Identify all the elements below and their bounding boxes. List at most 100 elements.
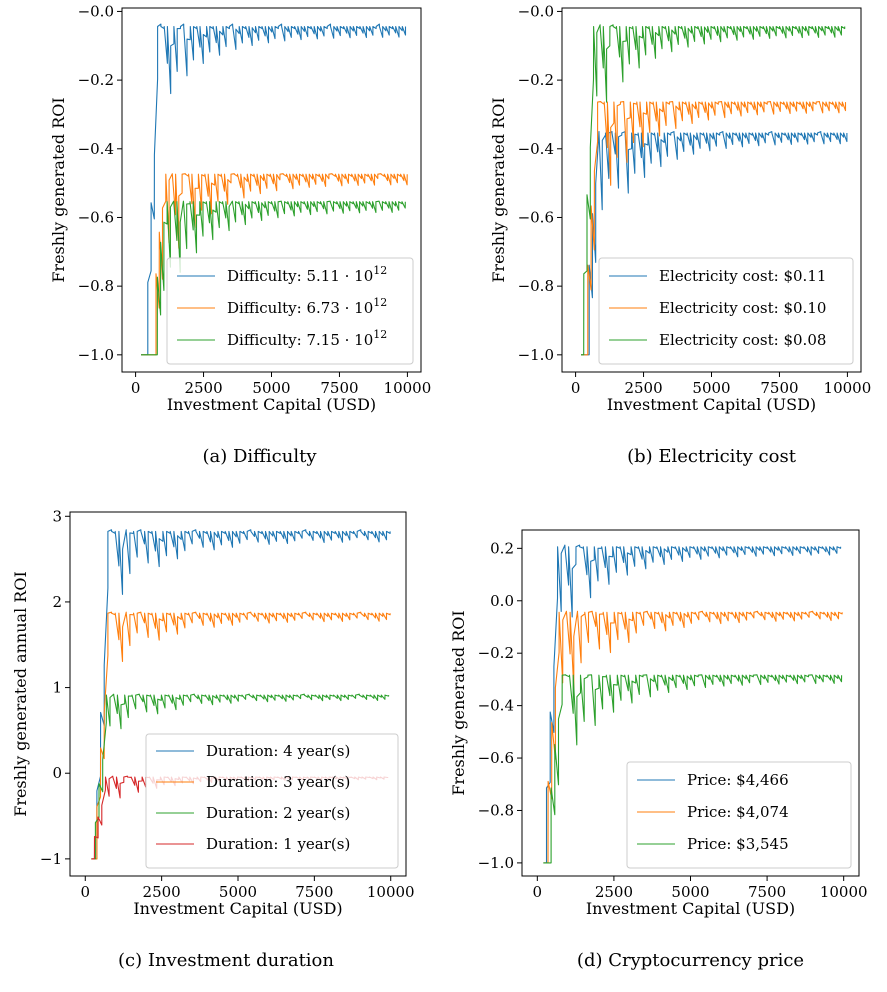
y-axis-label: Freshly generated annual ROI — [11, 571, 30, 817]
series-line-3 — [581, 24, 846, 356]
series-line-3 — [543, 674, 843, 864]
x-axis-label: Investment Capital (USD) — [167, 395, 376, 414]
x-tick-label: 7500 — [760, 379, 798, 397]
subfigure-caption: (a) Difficulty — [202, 446, 317, 467]
y-tick-label: −0.4 — [78, 140, 114, 158]
x-tick-label: 2500 — [143, 883, 181, 901]
legend-label-text: Difficulty: 5.11 · 10 — [227, 267, 373, 285]
legend-label-exponent: 12 — [373, 264, 387, 277]
x-axis-label: Investment Capital (USD) — [133, 899, 342, 918]
legend-label-1: Electricity cost: $0.11 — [659, 267, 826, 285]
series-line-1 — [91, 529, 391, 860]
x-tick-label: 2500 — [624, 379, 662, 397]
legend-label-text: Price: $4,466 — [687, 771, 789, 789]
series-group — [581, 24, 848, 356]
y-tick-label: 0 — [52, 764, 62, 782]
x-tick-label: 0 — [533, 883, 543, 901]
legend-label-text: Electricity cost: $0.10 — [659, 299, 826, 317]
y-tick-label: −1.0 — [78, 346, 114, 364]
legend-box — [626, 761, 852, 869]
y-tick-label: −0.2 — [478, 644, 514, 662]
y-tick-label: 1 — [52, 679, 62, 697]
chart-panel-2: 0 2500 5000 7500 10000 −1.0 −0.8 −0.6 −0.4 −0.2 −0… — [489, 2, 871, 467]
series-line-3 — [91, 693, 390, 860]
legend-label-text: Difficulty: 6.73 · 10 — [227, 299, 373, 317]
legend-label-text: Duration: 1 year(s) — [206, 835, 350, 853]
x-tick-label: 2500 — [184, 379, 222, 397]
y-tick-label: 3 — [52, 507, 62, 525]
y-axis-label: Freshly generated ROI — [449, 610, 468, 795]
legend-label-text: Duration: 2 year(s) — [206, 804, 350, 822]
legend: Duration: 4 year(s) Duration: 3 year(s) Du… — [145, 733, 399, 869]
chart-panel-3: 0 2500 5000 7500 10000 −1 0 1 2 3 Investment Capit… — [11, 507, 415, 971]
y-tick-label: −0.0 — [518, 2, 554, 20]
legend-label-1: Difficulty: 5.11 · 1012 — [227, 264, 387, 285]
legend: Electricity cost: $0.11 Electricity cost:… — [598, 257, 854, 365]
y-tick-label: −0.2 — [518, 71, 554, 89]
series-line-2 — [91, 611, 391, 860]
x-tick-label: 5000 — [252, 379, 290, 397]
legend-label-2: Difficulty: 6.73 · 1012 — [227, 296, 387, 317]
series-line-3 — [141, 200, 406, 356]
legend-label-text: Duration: 4 year(s) — [206, 742, 350, 760]
x-tick-label: 0 — [80, 883, 90, 901]
legend-label-3: Duration: 2 year(s) — [206, 804, 350, 822]
y-tick-label: 2 — [52, 593, 62, 611]
legend-label-text: Electricity cost: $0.11 — [659, 267, 826, 285]
legend-box — [145, 733, 399, 869]
series-line-1 — [581, 131, 848, 356]
x-tick-label: 0 — [131, 379, 141, 397]
legend-label-3: Difficulty: 7.15 · 1012 — [227, 328, 387, 349]
subfigure-caption: (d) Cryptocurrency price — [577, 950, 804, 971]
subfigure-caption: (b) Electricity cost — [627, 446, 797, 467]
x-axis-label: Investment Capital (USD) — [586, 899, 795, 918]
series-line-2 — [141, 173, 408, 356]
y-axis-label: Freshly generated ROI — [489, 97, 508, 282]
series-line-2 — [581, 101, 847, 356]
x-tick-label: 5000 — [219, 883, 257, 901]
legend: Price: $4,466 Price: $4,074 Price: $3,545 — [626, 761, 852, 869]
y-tick-label: −0.4 — [518, 140, 554, 158]
y-tick-label: −0.6 — [518, 208, 554, 226]
x-tick-label: 0 — [571, 379, 581, 397]
y-tick-label: −0.8 — [78, 277, 114, 295]
series-group — [141, 23, 408, 356]
legend-label-exponent: 12 — [373, 296, 387, 309]
x-axis-label: Investment Capital (USD) — [607, 395, 816, 414]
chart-panel-4: 0 2500 5000 7500 10000 −1.0 −0.8 −0.6 −0.4 −0.2 0.… — [449, 529, 868, 971]
legend-label-text: Price: $3,545 — [687, 835, 789, 853]
y-tick-label: −0.4 — [478, 697, 514, 715]
y-tick-label: −0.2 — [78, 71, 114, 89]
series-group — [543, 544, 843, 864]
x-tick-label: 7500 — [748, 883, 786, 901]
y-tick-label: −0.6 — [78, 208, 114, 226]
legend-box — [598, 257, 854, 365]
y-axis-label: Freshly generated ROI — [49, 97, 68, 282]
legend-label-4: Duration: 1 year(s) — [206, 835, 350, 853]
legend-label-2: Duration: 3 year(s) — [206, 773, 350, 791]
y-tick-label: −0.8 — [518, 277, 554, 295]
legend-label-1: Price: $4,466 — [687, 771, 789, 789]
x-tick-label: 7500 — [320, 379, 358, 397]
series-line-2 — [543, 610, 843, 864]
x-tick-label: 2500 — [595, 883, 633, 901]
x-tick-label: 7500 — [295, 883, 333, 901]
x-tick-label: 10000 — [824, 379, 872, 397]
y-tick-label: 0.0 — [490, 592, 514, 610]
y-tick-label: 0.2 — [490, 539, 514, 557]
subfigure-caption: (c) Investment duration — [118, 950, 334, 971]
chart-panel-1: 0 2500 5000 7500 10000 −1.0 −0.8 −0.6 −0.4 −0.2 −0… — [49, 2, 431, 467]
legend-label-3: Electricity cost: $0.08 — [659, 331, 826, 349]
series-line-1 — [141, 23, 407, 356]
x-tick-label: 5000 — [671, 883, 709, 901]
legend-label-2: Price: $4,074 — [687, 803, 789, 821]
legend-label-text: Difficulty: 7.15 · 10 — [227, 331, 373, 349]
x-tick-label: 5000 — [692, 379, 730, 397]
legend-label-2: Electricity cost: $0.10 — [659, 299, 826, 317]
y-tick-label: −1 — [40, 850, 62, 868]
y-tick-label: −0.0 — [78, 2, 114, 20]
legend-label-text: Electricity cost: $0.08 — [659, 331, 826, 349]
